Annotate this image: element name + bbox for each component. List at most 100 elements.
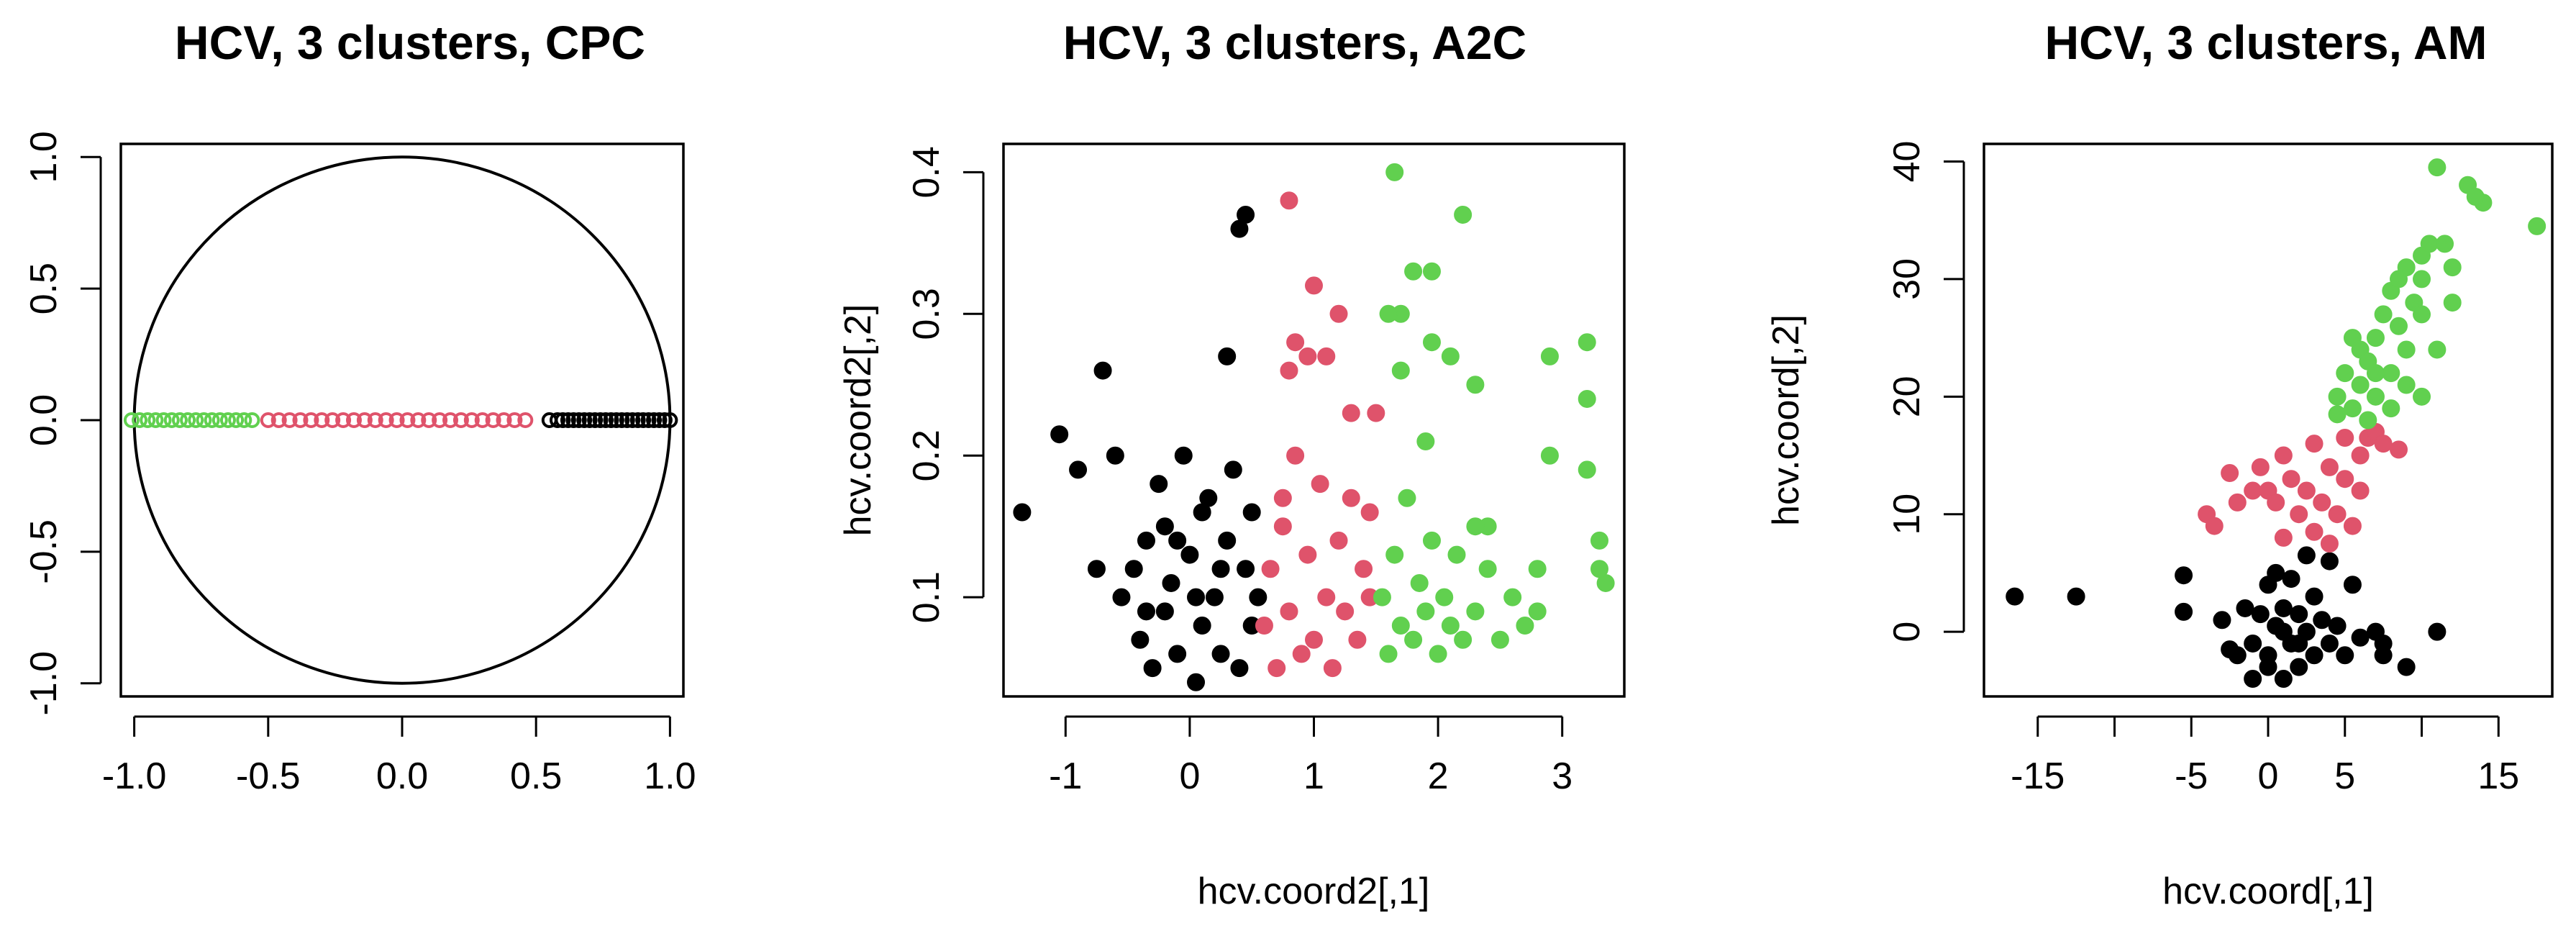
data-point xyxy=(2343,329,2362,347)
data-point xyxy=(1168,645,1187,663)
x-tick-label: -5 xyxy=(2175,755,2208,797)
data-point xyxy=(1416,602,1435,621)
data-point xyxy=(2205,517,2224,535)
data-point xyxy=(2320,634,2339,653)
y-tick-label: 0.4 xyxy=(906,146,947,198)
data-point xyxy=(260,412,276,428)
data-point xyxy=(463,412,480,428)
chart-panel-1: HCV, 3 clusters, CPC -1.0 -0.5 0.0 0.5 1.0 -1.… xyxy=(23,16,696,797)
data-point xyxy=(2290,634,2308,653)
data-point xyxy=(1143,659,1162,678)
data-point xyxy=(1578,389,1596,408)
data-point xyxy=(1137,531,1155,550)
data-point xyxy=(1404,262,1423,281)
data-point xyxy=(2320,458,2339,476)
data-point xyxy=(2313,493,2331,512)
data-point xyxy=(2343,399,2362,418)
data-point xyxy=(1093,361,1112,380)
data-point xyxy=(1224,460,1242,479)
data-point xyxy=(1329,531,1348,550)
data-point xyxy=(155,412,172,428)
x-tick-label: 2 xyxy=(1428,755,1449,797)
data-point xyxy=(1155,517,1174,536)
data-point xyxy=(2267,493,2285,512)
chart-title: HCV, 3 clusters, A2C xyxy=(1063,16,1526,69)
data-point xyxy=(2436,235,2454,253)
data-point xyxy=(2443,294,2462,312)
data-point xyxy=(570,412,587,428)
data-point xyxy=(614,412,630,428)
data-point xyxy=(1348,630,1367,649)
data-point xyxy=(1454,630,1473,649)
data-point xyxy=(2236,599,2254,617)
data-point xyxy=(662,412,678,428)
data-point xyxy=(1292,645,1311,663)
data-point xyxy=(517,412,534,428)
data-point xyxy=(1187,588,1206,606)
data-point xyxy=(171,412,188,428)
x-tick-label: 5 xyxy=(2334,755,2355,797)
data-point xyxy=(619,412,635,428)
data-point xyxy=(1137,602,1155,621)
data-point xyxy=(1441,617,1460,635)
data-point xyxy=(2274,622,2293,641)
data-point xyxy=(2290,505,2308,524)
data-point xyxy=(1218,531,1237,550)
data-point xyxy=(2305,587,2324,606)
data-point xyxy=(2274,528,2293,547)
data-point xyxy=(1578,460,1596,479)
data-point xyxy=(549,412,565,428)
y-tick-label: 1.0 xyxy=(23,131,65,183)
data-point xyxy=(1454,205,1473,224)
data-point xyxy=(1180,545,1199,564)
data-point xyxy=(1187,673,1206,691)
data-point xyxy=(2389,440,2408,459)
data-point xyxy=(1273,517,1292,536)
chart-panel-2: HCV, 3 clusters, A2C -1 0 1 2 3 0.1 0.2 0.3 0.4 hc… xyxy=(837,16,1626,912)
data-point xyxy=(1398,489,1416,507)
x-tick-label: 0 xyxy=(2258,755,2279,797)
data-point xyxy=(646,412,663,428)
y-tick-label: 40 xyxy=(1886,141,1928,183)
data-point xyxy=(211,412,228,428)
data-point xyxy=(2389,317,2408,335)
x-tick-label: -1.0 xyxy=(102,755,167,797)
data-point xyxy=(1391,617,1410,635)
data-point xyxy=(2343,517,2362,535)
data-point xyxy=(2359,411,2377,430)
data-point xyxy=(2282,470,2300,489)
data-point xyxy=(2313,611,2331,630)
series-1 xyxy=(2006,546,2447,688)
data-point xyxy=(485,412,501,428)
data-point xyxy=(1329,304,1348,323)
data-point xyxy=(2413,387,2431,406)
data-point xyxy=(1124,560,1143,578)
data-point xyxy=(2175,602,2193,621)
data-point xyxy=(2328,617,2347,635)
data-point xyxy=(452,412,469,428)
data-point xyxy=(367,412,383,428)
data-point xyxy=(236,412,252,428)
series-3 xyxy=(2328,158,2547,430)
data-point xyxy=(1391,361,1410,380)
data-point xyxy=(1379,645,1398,663)
data-point xyxy=(1106,446,1124,465)
data-point xyxy=(474,412,491,428)
data-point xyxy=(1155,602,1174,621)
data-point xyxy=(1336,602,1355,621)
data-point xyxy=(1087,560,1106,578)
data-point xyxy=(555,412,571,428)
data-point xyxy=(1540,446,1559,465)
data-point xyxy=(1193,503,1211,522)
data-point xyxy=(1013,503,1032,522)
data-point xyxy=(1422,333,1441,352)
data-point xyxy=(2320,535,2339,553)
data-point xyxy=(1305,276,1323,295)
data-point xyxy=(314,412,330,428)
data-point xyxy=(587,412,604,428)
y-tick-label: 0.0 xyxy=(23,394,65,446)
data-point xyxy=(2336,646,2354,665)
data-point xyxy=(1373,588,1391,606)
data-point xyxy=(2213,611,2231,630)
